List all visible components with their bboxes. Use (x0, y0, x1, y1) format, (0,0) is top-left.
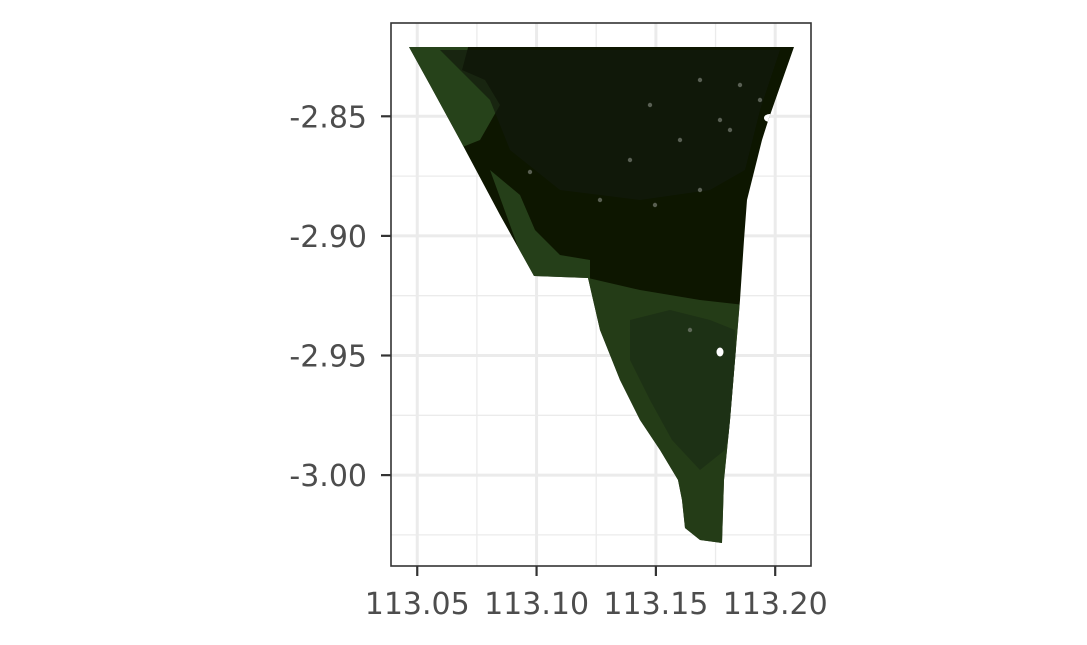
y-axis: -2.85 -2.90 -2.95 -3.00 (289, 100, 391, 494)
x-tick-label: 113.10 (484, 587, 589, 622)
forest-patch (630, 310, 738, 470)
y-tick-label: -2.85 (289, 100, 367, 135)
cloud-speck (737, 82, 743, 88)
cloud-speck (647, 102, 653, 108)
cloud-speck (717, 117, 723, 123)
cloud-speck (677, 137, 683, 143)
y-tick-label: -2.95 (289, 339, 367, 374)
cloud-speck (697, 187, 703, 193)
dense-forest (440, 50, 780, 200)
panel-border (390, 22, 812, 567)
light-vegetation-patch (409, 47, 500, 150)
cloud-spot (716, 347, 724, 357)
y-tick-label: -3.00 (289, 459, 367, 494)
cloud-speck (697, 77, 703, 83)
x-tick-label: 113.05 (365, 587, 470, 622)
cloud-speck (597, 197, 603, 203)
light-vegetation-patch (490, 170, 590, 280)
cloud-speck (727, 127, 733, 133)
x-axis: 113.05 113.10 113.15 113.20 (365, 566, 828, 622)
x-tick-label: 113.20 (723, 587, 828, 622)
cloud-speck (687, 327, 693, 333)
cloud-speck (627, 157, 633, 163)
cloud-speck (527, 169, 533, 175)
cloud-speck (757, 97, 763, 103)
x-tick-label: 113.15 (603, 587, 708, 622)
y-tick-label: -2.90 (289, 220, 367, 255)
cloud-speck (652, 202, 658, 208)
